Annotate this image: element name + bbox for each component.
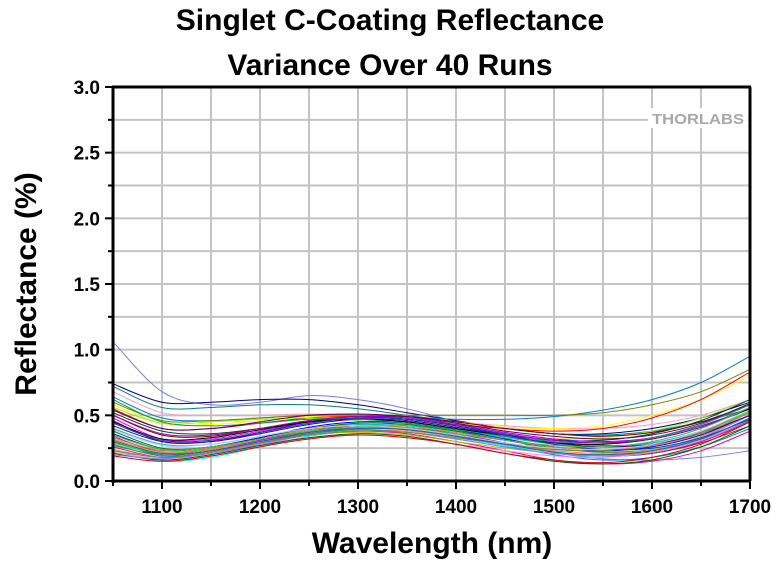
series-line-6: [112, 368, 751, 423]
y-tick-label: 2.0: [74, 209, 100, 230]
series-line-38: [112, 403, 751, 440]
series-line-40: [112, 417, 751, 456]
y-axis-title: Reflectance (%): [10, 172, 43, 395]
y-tick-label: 0.0: [74, 472, 100, 493]
thorlabs-watermark: THORLABS: [652, 111, 744, 128]
x-tick-label: 1500: [533, 497, 575, 518]
series-line-35: [112, 417, 751, 451]
series-line-5: [112, 355, 751, 422]
series-line-39: [112, 409, 751, 451]
y-tick-label: 3.0: [74, 78, 100, 99]
watermark: THORLABS: [648, 108, 748, 128]
axes: [105, 85, 752, 489]
x-tick-label: 1400: [435, 497, 477, 518]
x-tick-label: 1700: [729, 497, 771, 518]
x-axis-title: Wavelength (nm): [312, 527, 553, 560]
x-tick-label: 1600: [631, 497, 673, 518]
y-tick-labels: 0.0 0.5 1.0 1.5 2.0 2.5 3.0: [74, 78, 101, 493]
chart-title: Singlet C-Coating Reflectance: [175, 4, 605, 37]
series-line-2: [112, 383, 751, 435]
y-tick-label: 1.5: [74, 275, 101, 296]
series-line-11: [112, 404, 751, 438]
series-line-37: [112, 407, 751, 451]
x-tick-label: 1100: [141, 497, 182, 518]
y-tick-label: 2.5: [74, 144, 101, 165]
x-tick-label: 1200: [239, 497, 281, 518]
series-line-29: [112, 421, 751, 464]
x-tick-labels: 1100 1200 1300 1400 1500 1600 1700: [141, 497, 771, 518]
series-line-1: [112, 341, 751, 461]
x-tick-label: 1300: [337, 497, 379, 518]
series-line-33: [112, 399, 751, 444]
series-group: [112, 341, 751, 465]
series-line-36: [112, 412, 751, 452]
series-line-28: [112, 425, 751, 465]
chart-subtitle: Variance Over 40 Runs: [227, 49, 553, 82]
y-tick-label: 1.0: [74, 341, 100, 362]
y-tick-label: 0.5: [74, 406, 101, 427]
